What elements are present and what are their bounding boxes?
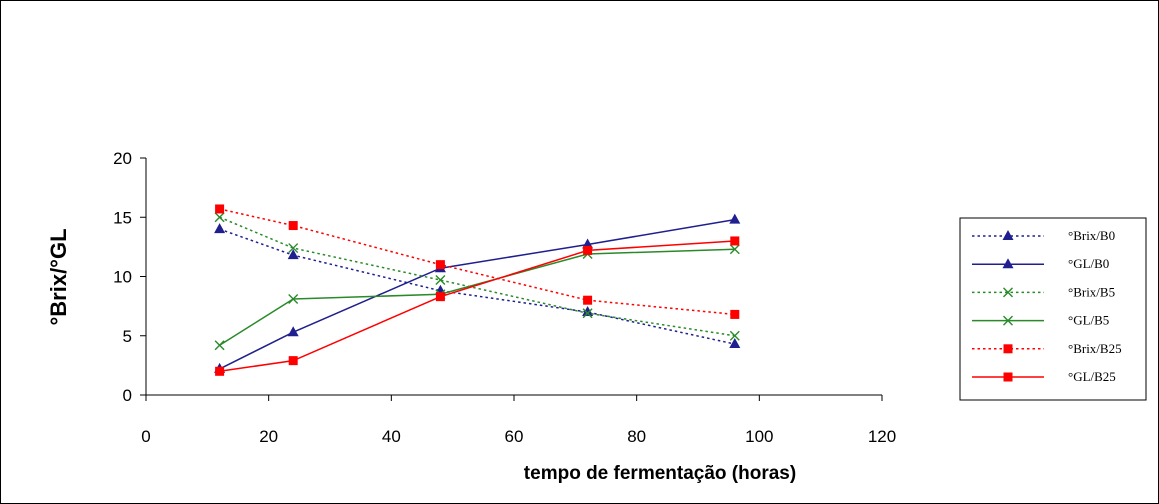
legend-box [959, 217, 1147, 401]
y-tick-label: 20 [113, 149, 132, 168]
x-marker-stroke [214, 212, 225, 223]
legend-item: °Brix/B5 [972, 284, 1115, 299]
data-point [287, 249, 299, 260]
data-point [729, 244, 740, 255]
plot-area [214, 204, 741, 376]
data-point [435, 275, 446, 286]
legend-item: °Brix/B0 [972, 228, 1115, 243]
series-brix-b25 [215, 204, 740, 319]
y-axis-label: °Brix/°GL [46, 228, 71, 325]
data-point [288, 356, 298, 366]
x-marker-stroke [729, 244, 740, 255]
legend-item: °GL/B5 [972, 313, 1109, 328]
legend-item: °Brix/B25 [972, 341, 1122, 356]
x-marker-stroke [288, 294, 299, 305]
axes: 0 5 10 15 20 0 20 40 60 80 100 120 [113, 149, 896, 446]
legend-marker [1003, 372, 1013, 382]
data-point [583, 295, 593, 305]
data-point [730, 309, 740, 319]
series-line [219, 240, 735, 373]
data-point [288, 294, 299, 305]
data-point [435, 260, 445, 270]
legend-marker [1002, 258, 1014, 269]
x-marker-stroke [288, 243, 299, 254]
data-point [288, 243, 299, 254]
x-marker-stroke [1003, 315, 1013, 326]
series-line [219, 218, 735, 370]
legend-item: °GL/B25 [972, 369, 1116, 384]
data-point [583, 245, 593, 255]
y-tick-label: 5 [123, 327, 132, 346]
data-point [729, 338, 741, 349]
data-point [214, 340, 225, 351]
x-tick-label: 0 [141, 427, 150, 446]
x-tick-label: 40 [382, 427, 401, 446]
legend-marker [1003, 287, 1013, 298]
legend-label: °Brix/B25 [1068, 341, 1122, 356]
data-point [288, 221, 298, 231]
legend: °Brix/B0 °GL/B0 °Brix/B5 °GL/B5 °Brix/B25 °GL… [959, 217, 1147, 401]
x-marker-stroke [214, 340, 225, 351]
legend-marker [1003, 344, 1013, 354]
y-tick-label: 0 [123, 386, 132, 405]
data-point [215, 204, 225, 214]
series-brix-b5 [214, 212, 740, 341]
legend-label: °Brix/B5 [1068, 284, 1115, 299]
series-line [219, 216, 735, 337]
series-gl-b25 [215, 236, 740, 376]
x-tick-label: 100 [745, 427, 773, 446]
data-point [287, 326, 299, 337]
x-marker-stroke [729, 330, 740, 341]
x-marker-stroke [582, 308, 593, 319]
x-tick-label: 20 [259, 427, 278, 446]
legend-label: °GL/B25 [1068, 369, 1116, 384]
data-point [582, 308, 593, 319]
x-axis-label: tempo de fermentação (horas) [524, 463, 796, 484]
data-point [729, 330, 740, 341]
data-point [729, 213, 741, 224]
legend-marker [1003, 315, 1013, 326]
data-point [435, 292, 445, 302]
data-point [214, 212, 225, 223]
data-point [215, 366, 225, 376]
legend-marker [1002, 230, 1014, 240]
x-tick-label: 120 [868, 427, 896, 446]
x-tick-label: 60 [505, 427, 524, 446]
legend-label: °Brix/B0 [1068, 228, 1115, 243]
x-marker-stroke [435, 275, 446, 286]
data-point [582, 306, 594, 317]
y-tick-label: 15 [113, 208, 132, 227]
legend-label: °GL/B0 [1068, 256, 1109, 271]
y-tick-label: 10 [113, 268, 132, 287]
series-gl-b0 [214, 213, 741, 373]
x-tick-label: 80 [627, 427, 646, 446]
data-point [214, 223, 226, 234]
x-marker-stroke [1003, 287, 1013, 298]
legend-item: °GL/B0 [972, 256, 1109, 271]
data-point [730, 236, 740, 246]
legend-label: °GL/B5 [1068, 313, 1109, 328]
